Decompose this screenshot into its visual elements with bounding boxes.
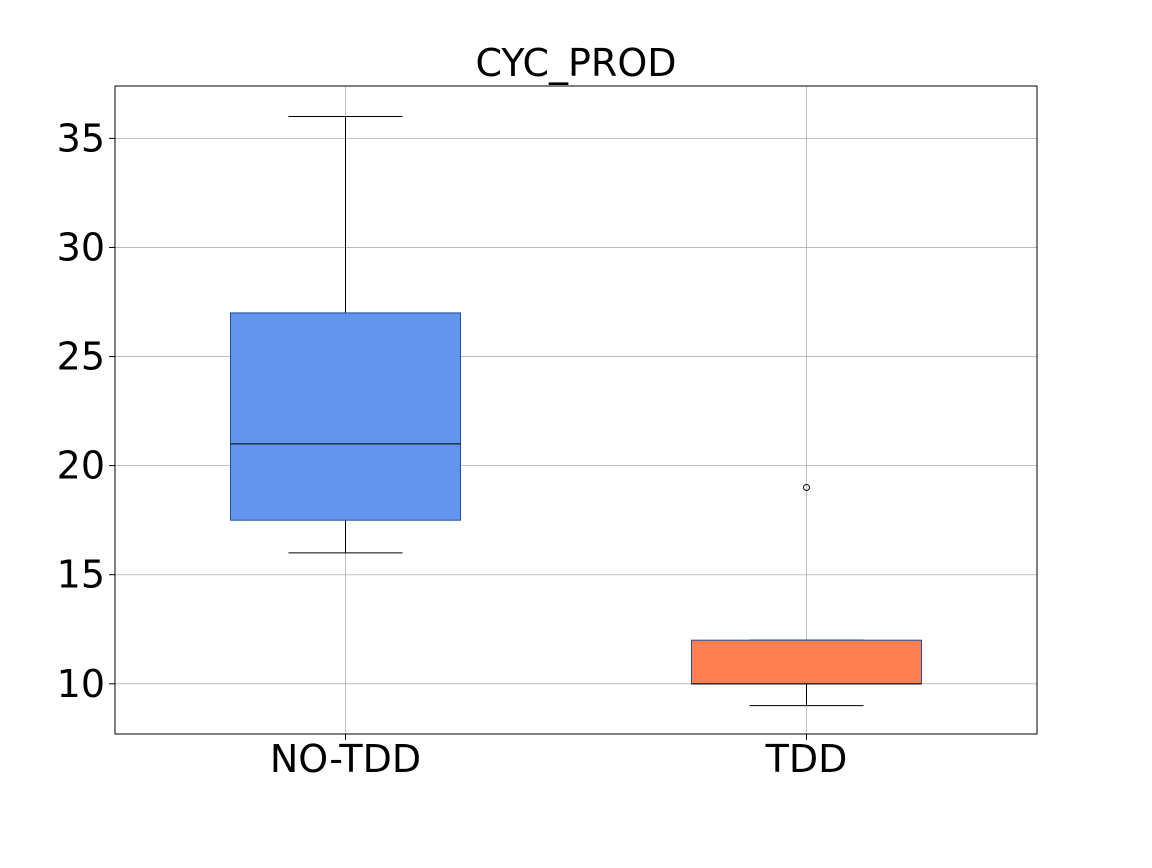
x-tick-label: TDD bbox=[765, 737, 848, 781]
y-tick-label: 20 bbox=[57, 444, 105, 488]
y-tick-label: 10 bbox=[57, 662, 105, 706]
iqr-box bbox=[230, 312, 461, 521]
box-group bbox=[691, 483, 922, 707]
y-axis: 10 15 20 25 30 35 bbox=[57, 116, 115, 706]
y-tick-label: 15 bbox=[57, 553, 105, 597]
box-group bbox=[230, 116, 461, 554]
chart-title: CYC_PROD bbox=[475, 41, 676, 85]
x-tick-label: NO-TDD bbox=[270, 737, 421, 781]
iqr-box bbox=[691, 639, 922, 685]
y-tick-label: 30 bbox=[57, 225, 105, 269]
boxes bbox=[230, 116, 922, 707]
x-axis: NO-TDD TDD bbox=[270, 734, 848, 781]
plot-frame bbox=[114, 85, 1038, 735]
outlier-point bbox=[803, 483, 810, 491]
y-tick-label: 25 bbox=[57, 335, 105, 379]
y-tick-label: 35 bbox=[57, 116, 105, 160]
